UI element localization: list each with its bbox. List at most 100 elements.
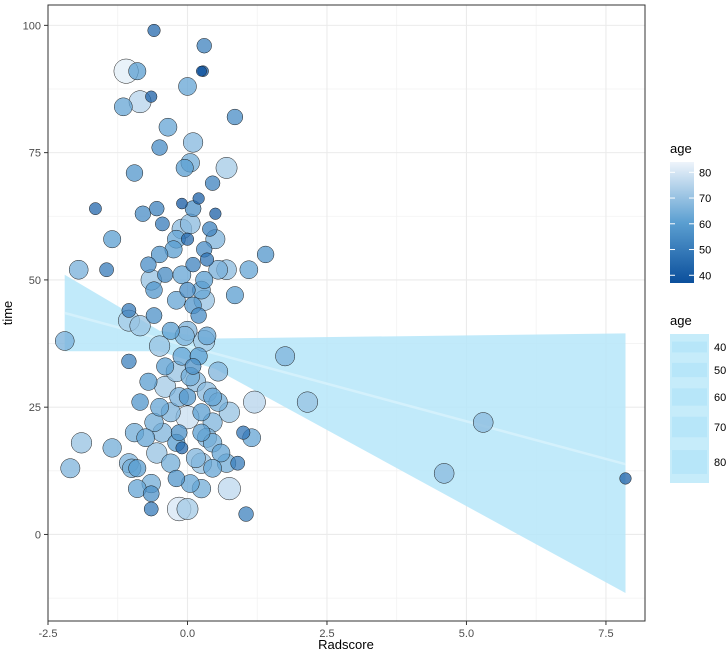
data-point [175,441,189,455]
x-axis: -2.5 0.0 2.5 5.0 7.5 [39,621,614,640]
data-point [243,390,266,414]
data-point [145,281,163,299]
data-point [203,459,222,478]
data-point [60,458,81,479]
data-point [157,266,174,283]
data-point [195,270,214,289]
y-tick-label: 100 [23,20,41,32]
color-legend-label: 50 [699,245,711,257]
data-point [275,346,296,367]
data-point [239,260,259,279]
data-point [121,303,137,318]
data-point [150,397,169,417]
data-point [99,262,114,278]
data-point [179,281,196,299]
data-point [150,245,169,264]
data-point [167,291,186,310]
y-tick-label: 25 [29,402,41,414]
data-point [196,65,207,77]
data-point [129,315,151,337]
data-point [151,139,168,156]
size-legend-label: 80 [714,457,726,469]
data-point [185,256,201,273]
data-point [184,358,202,375]
color-legend: age 80 70 60 50 40 [670,141,711,283]
plot-border [47,4,646,622]
size-legend-label: 60 [714,392,726,404]
y-axis-title: time [0,301,15,326]
data-point [139,372,158,391]
data-point [176,498,199,520]
data-point [204,175,221,191]
data-point [208,259,228,280]
data-point [156,357,175,376]
data-point [192,423,211,442]
color-legend-label: 40 [699,270,711,282]
y-tick-label: 50 [29,275,41,287]
data-point [155,216,170,232]
data-point [145,90,158,103]
data-point [226,108,244,126]
size-legend-key [672,450,707,474]
data-point [158,117,178,137]
data-point [215,157,238,179]
size-legend-key [672,388,707,406]
data-point [202,221,218,237]
data-point [102,438,122,458]
data-point [180,213,201,235]
data-point [121,353,137,370]
size-legend-label: 40 [714,342,726,354]
x-tick-label: 5.0 [459,628,474,640]
data-point [433,463,455,484]
data-point [142,485,160,503]
data-point [161,321,180,340]
size-legend-items: 40 50 60 70 80 [672,341,726,474]
data-point [180,232,195,246]
data-point [209,207,222,220]
x-tick-label: 0.0 [180,628,195,640]
data-point [238,506,254,522]
x-tick-label: -2.5 [39,628,58,640]
data-point [192,403,211,422]
color-legend-label: 80 [699,167,711,179]
size-legend-label: 70 [714,422,726,434]
data-point [149,335,171,357]
data-point [170,424,188,441]
data-point [192,192,205,205]
data-point [89,202,102,216]
x-axis-title: Radscore [318,637,374,652]
data-point [55,331,75,351]
y-tick-label: 75 [29,148,41,160]
data-point [190,307,207,324]
data-point [185,448,206,468]
data-point [256,245,275,264]
data-point [178,77,197,96]
data-point [167,469,185,488]
size-legend-label: 50 [714,365,726,377]
data-point [128,459,147,478]
points-layer [55,23,632,522]
data-point [70,432,93,454]
data-point [136,428,155,447]
data-point [200,252,215,267]
data-point [68,259,89,280]
size-legend-title: age [670,313,692,328]
color-legend-title: age [670,141,692,156]
color-legend-label: 70 [699,193,711,205]
data-point [147,23,161,37]
data-point [178,388,197,406]
data-point [131,393,149,411]
data-point [230,455,246,471]
data-point [619,472,632,485]
size-legend: age 40 50 60 70 80 [670,313,726,483]
y-tick-label: 0 [35,529,41,541]
data-point [146,442,168,464]
data-point [161,453,181,473]
data-point [103,230,122,249]
data-point [114,97,133,117]
data-point [145,307,163,324]
data-point [183,132,204,153]
size-legend-key [672,362,707,378]
data-point [140,256,157,273]
